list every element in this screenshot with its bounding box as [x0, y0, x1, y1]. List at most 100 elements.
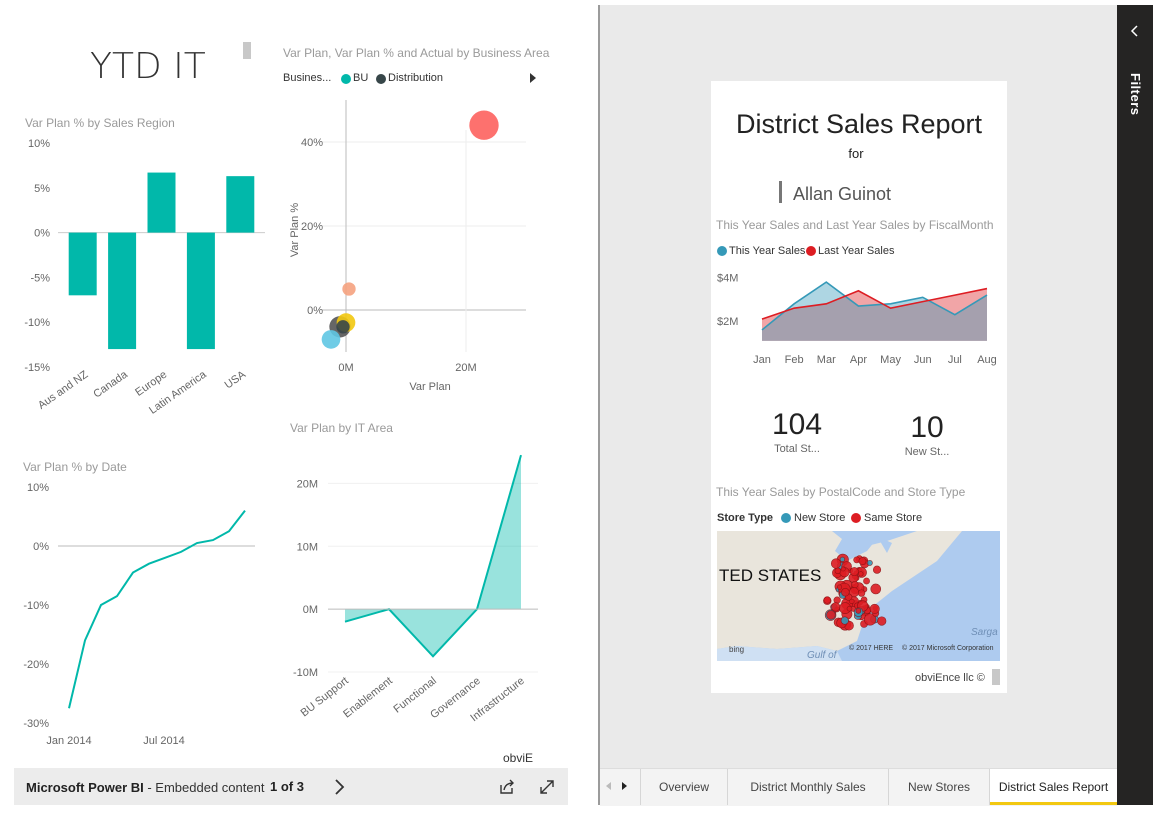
store-bubble: [863, 577, 870, 585]
bar-x-label: Aus and NZ: [36, 368, 91, 411]
sales-area-chart: $4M $2M Jan Feb Mar Apr May Jun Jul Aug: [717, 273, 997, 366]
store-bubble: [851, 580, 859, 589]
store-bubble: [863, 613, 877, 626]
filters-label: Filters: [1128, 73, 1143, 116]
area-y-tick: -10M: [293, 667, 318, 679]
line-chart-title: Var Plan % by Date: [23, 460, 127, 474]
legend-last-year[interactable]: Last Year Sales: [818, 245, 895, 257]
legend-dot-bu: [341, 74, 351, 84]
area-y-tick: 0M: [303, 604, 318, 616]
legend-title: Busines...: [283, 72, 332, 84]
tab-scroll-right-icon[interactable]: [622, 782, 627, 790]
sales-x-tick: Feb: [785, 354, 804, 366]
map-legend-title: Store Type: [717, 512, 774, 524]
store-bubble: [858, 557, 867, 566]
store-bubble: [855, 608, 862, 614]
line-y-tick: 0%: [33, 541, 49, 553]
store-bubble: [840, 566, 846, 572]
kpi-label: New St...: [904, 446, 950, 455]
sales-x-tick: Mar: [817, 354, 836, 366]
district-manager-name[interactable]: Allan Guinot: [793, 184, 892, 204]
area-y-tick: 10M: [297, 541, 318, 553]
scatter-point: [321, 330, 341, 349]
legend-dot-same-store: [851, 513, 861, 523]
sales-series-line: [761, 287, 988, 320]
scroll-thumb[interactable]: [243, 42, 251, 59]
bing-logo: bing: [729, 645, 745, 654]
powerbi-footer: Microsoft Power BI - Embedded content 1 …: [14, 768, 568, 805]
legend-dot-new-store: [781, 513, 791, 523]
sales-series-line: [761, 281, 988, 331]
next-page-button[interactable]: [328, 776, 350, 798]
line-x-tick: Jul 2014: [143, 735, 185, 747]
line-x-tick: Jan 2014: [46, 735, 91, 747]
collapse-filters-icon[interactable]: [1127, 23, 1143, 39]
store-bubble: [849, 598, 855, 605]
scatter-x-tick: 0M: [338, 362, 353, 374]
store-bubble: [866, 559, 873, 566]
store-map[interactable]: TED STATES Sarga Gulf of bing © 2017 HER…: [717, 531, 1000, 661]
map-gulf-label: Gulf of: [807, 650, 837, 661]
legend-this-year[interactable]: This Year Sales: [729, 245, 806, 257]
kpi-new-stores: 10 New St...: [883, 410, 971, 455]
store-bubble: [831, 602, 841, 612]
tab-new-stores[interactable]: New Stores: [889, 769, 990, 805]
bar-x-label: USA: [223, 368, 249, 391]
legend-next-arrow-icon[interactable]: [530, 73, 536, 83]
fullscreen-icon[interactable]: [536, 776, 558, 798]
scatter-y-tick: 20%: [301, 221, 323, 233]
sales-y-tick: $4M: [717, 273, 738, 285]
store-bubble: [840, 616, 849, 625]
scatter-x-tick: 20M: [455, 362, 476, 374]
store-bubble: [839, 556, 846, 562]
sales-x-tick: Apr: [850, 354, 867, 366]
legend-item-bu[interactable]: BU: [353, 72, 369, 84]
watermark: obviE: [503, 751, 534, 765]
sales-chart-title: This Year Sales and Last Year Sales by F…: [716, 218, 994, 232]
tab-scroll-left-icon[interactable]: [606, 782, 611, 790]
kpi-total-stores: 104 Total St...: [751, 407, 843, 455]
legend-dot-distribution: [376, 74, 386, 84]
tab-district-sales-report[interactable]: District Sales Report: [990, 769, 1117, 805]
bar-y-tick: -15%: [24, 362, 50, 374]
legend-new-store[interactable]: New Store: [794, 512, 846, 524]
page-scroll-thumb[interactable]: [992, 669, 1000, 685]
bar-x-label: Canada: [91, 368, 130, 400]
legend-same-store[interactable]: Same Store: [864, 512, 923, 524]
line-series: [68, 509, 246, 709]
map-copyright-here: © 2017 HERE: [849, 645, 894, 652]
filters-pane[interactable]: Filters: [1117, 5, 1153, 805]
for-label: for: [848, 146, 864, 161]
kpi-value: 10: [910, 411, 944, 444]
scatter-x-label: Var Plan: [409, 381, 450, 393]
store-bubble: [830, 558, 842, 569]
tab-district-monthly-sales[interactable]: District Monthly Sales: [728, 769, 889, 805]
store-bubble: [846, 605, 853, 612]
line-chart: 10% 0% -10% -20% -30% Jan 2014 Jul 2014: [23, 482, 255, 747]
scatter-y-label: Var Plan %: [289, 203, 301, 257]
store-bubble: [837, 584, 843, 590]
tab-scroll-nav: [600, 769, 641, 805]
kpi-label: Total St...: [774, 443, 820, 455]
store-bubble: [869, 603, 880, 614]
share-icon[interactable]: [496, 776, 518, 798]
sales-x-tick: Jun: [914, 354, 932, 366]
scatter-chart-title: Var Plan, Var Plan % and Actual by Busin…: [283, 46, 550, 60]
sales-area-fill: [762, 282, 987, 341]
page-tabs: Overview District Monthly Sales New Stor…: [600, 768, 1117, 806]
bar: [186, 232, 215, 350]
area-chart-title: Var Plan by IT Area: [290, 421, 393, 435]
slicer-accent: [779, 181, 782, 203]
legend-item-distribution[interactable]: Distribution: [388, 72, 444, 84]
store-bubble: [823, 596, 831, 604]
map-store-bubbles: [823, 553, 887, 631]
bar-y-tick: 0%: [34, 228, 50, 240]
scatter-point: [342, 282, 356, 296]
sales-x-tick: Jul: [948, 354, 962, 366]
district-report-title: District Sales Report: [735, 109, 983, 139]
map-copyright-ms: © 2017 Microsoft Corporation: [902, 645, 994, 652]
map-title: This Year Sales by PostalCode and Store …: [716, 485, 966, 499]
footer-app-name: Microsoft Power BI - Embedded content: [26, 780, 265, 795]
tab-overview[interactable]: Overview: [641, 769, 728, 805]
legend-dot-last-year: [806, 246, 816, 256]
